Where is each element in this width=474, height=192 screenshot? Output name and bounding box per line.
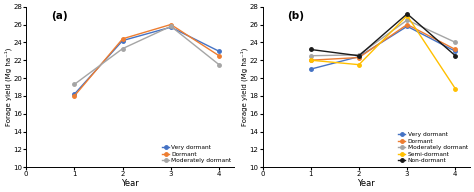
- X-axis label: Year: Year: [357, 179, 375, 188]
- Moderately dormant: [453, 41, 458, 44]
- X-axis label: Year: Year: [121, 179, 139, 188]
- Y-axis label: Forage yield (Mg ha⁻¹): Forage yield (Mg ha⁻¹): [240, 48, 248, 126]
- Dormant: [308, 59, 314, 61]
- Moderately dormant: [308, 55, 314, 57]
- Very dormant: [120, 39, 126, 42]
- Very dormant: [72, 93, 77, 95]
- Dormant: [356, 56, 362, 59]
- Line: Very dormant: Very dormant: [73, 26, 221, 96]
- Dormant: [453, 48, 458, 51]
- Non-dormant: [308, 48, 314, 51]
- Line: Semi-dormant: Semi-dormant: [309, 14, 457, 90]
- Semi-dormant: [356, 64, 362, 66]
- Dormant: [72, 95, 77, 97]
- Legend: Very dormant, Dormant, Moderately dormant: Very dormant, Dormant, Moderately dorman…: [161, 144, 233, 164]
- Semi-dormant: [308, 59, 314, 61]
- Non-dormant: [404, 13, 410, 15]
- Dormant: [216, 55, 222, 57]
- Text: (a): (a): [51, 12, 68, 22]
- Moderately dormant: [120, 47, 126, 50]
- Semi-dormant: [404, 14, 410, 17]
- Very dormant: [356, 55, 362, 58]
- Line: Dormant: Dormant: [309, 23, 457, 62]
- Moderately dormant: [216, 64, 222, 66]
- Dormant: [120, 38, 126, 40]
- Very dormant: [216, 50, 222, 52]
- Moderately dormant: [404, 19, 410, 21]
- Moderately dormant: [72, 83, 77, 85]
- Moderately dormant: [168, 25, 173, 27]
- Semi-dormant: [453, 88, 458, 90]
- Dormant: [168, 23, 173, 26]
- Moderately dormant: [356, 54, 362, 56]
- Very dormant: [308, 68, 314, 70]
- Non-dormant: [453, 55, 458, 57]
- Line: Moderately dormant: Moderately dormant: [309, 18, 457, 57]
- Non-dormant: [356, 55, 362, 57]
- Line: Moderately dormant: Moderately dormant: [73, 25, 221, 86]
- Legend: Very dormant, Dormant, Moderately dormant, Semi-dormant, Non-dormant: Very dormant, Dormant, Moderately dorman…: [397, 131, 469, 164]
- Text: (b): (b): [287, 12, 304, 22]
- Very dormant: [404, 25, 410, 27]
- Y-axis label: Forage yield (Mg ha⁻¹): Forage yield (Mg ha⁻¹): [4, 48, 12, 126]
- Dormant: [404, 23, 410, 26]
- Line: Dormant: Dormant: [73, 23, 221, 98]
- Very dormant: [453, 50, 458, 52]
- Very dormant: [168, 26, 173, 28]
- Line: Non-dormant: Non-dormant: [309, 12, 457, 57]
- Line: Very dormant: Very dormant: [309, 25, 457, 71]
